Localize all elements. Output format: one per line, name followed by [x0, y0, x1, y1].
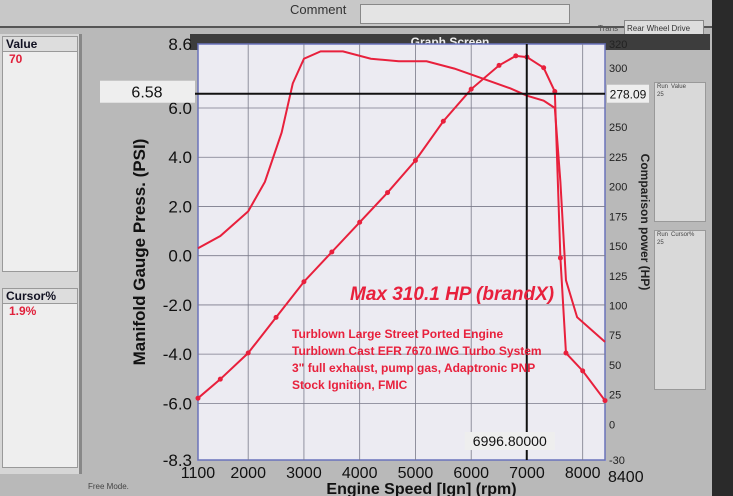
- data-point: [329, 249, 335, 255]
- x-tick-label: 1100: [181, 465, 216, 482]
- value-header[interactable]: Value: [3, 37, 77, 52]
- setup-note: 3" full exhaust, pump gas, Adaptronic PN…: [292, 361, 535, 375]
- y-tick-label: -2.0: [163, 296, 192, 315]
- value-box: Value 70: [2, 36, 78, 272]
- data-point: [217, 376, 223, 382]
- data-point: [412, 157, 418, 163]
- value-header: Value: [671, 84, 686, 90]
- data-point: [273, 314, 279, 320]
- mode-status: Free Mode.: [88, 482, 129, 491]
- y-tick-label: 4.0: [168, 148, 192, 167]
- y2-tick-label: 0: [609, 419, 615, 431]
- run-header: Run: [657, 84, 669, 90]
- y2-tick-label: -30: [609, 455, 625, 467]
- cursor-y2-readout: 278.09: [610, 88, 647, 102]
- top-toolbar: Comment: [0, 0, 712, 28]
- data-point: [468, 86, 474, 92]
- x-tick-label: 2000: [230, 465, 266, 482]
- x-tick-label: 8000: [565, 465, 601, 482]
- data-point: [496, 62, 502, 68]
- y-tick-label: -4.0: [163, 345, 192, 364]
- run-header: Run: [657, 232, 669, 238]
- y-tick-label: -6.0: [163, 394, 192, 413]
- dyno-screen: Comment Trans Rear Wheel Drive Graph Scr…: [0, 0, 712, 496]
- max-hp-annotation: Max 310.1 HP (brandX): [350, 284, 554, 305]
- y2-tick-label: 50: [609, 360, 621, 372]
- x-tick-label: 4000: [342, 465, 378, 482]
- data-point: [385, 190, 391, 196]
- series-line-2: [197, 54, 606, 402]
- x-tick-label: 5000: [398, 465, 434, 482]
- right-cursor-panel: Run Cursor% 25: [654, 230, 706, 390]
- plot-area: [197, 43, 606, 461]
- y2-tick-label: 75: [609, 330, 621, 342]
- y2-tick-label: 300: [609, 63, 627, 75]
- data-point: [602, 398, 608, 404]
- data-point: [563, 350, 569, 356]
- y2-tick-label: 125: [609, 271, 627, 283]
- y2-axis-label: Comparison power (HP): [638, 154, 652, 291]
- y-tick-label: 6.0: [168, 99, 192, 118]
- y-tick-label: 2.0: [168, 197, 192, 216]
- left-panel: Value 70 Cursor% 1.9%: [0, 34, 82, 474]
- comment-label: Comment: [290, 2, 347, 17]
- run-number: 25: [657, 92, 664, 98]
- y2-tick-label: 175: [609, 211, 627, 223]
- data-point: [440, 118, 446, 124]
- cursor-y-readout-box: [100, 80, 195, 103]
- x-axis-label: Engine Speed [Ign] (rpm): [326, 481, 516, 496]
- y2-tick-label: 150: [609, 241, 627, 253]
- right-value-panel: Run Value 25: [654, 82, 706, 222]
- data-point: [580, 368, 586, 374]
- data-point: [557, 255, 563, 261]
- cursor-readout: 1.9%: [9, 304, 37, 318]
- data-point: [357, 219, 363, 225]
- setup-note: Stock Ignition, FMIC: [292, 378, 408, 392]
- dyno-chart: 1100 2000 3000 4000 5000 6000 7000 8000 8400-8.3…: [100, 35, 652, 496]
- run-number: 25: [657, 240, 664, 246]
- y-axis-label: Manifold Gauge Press. (PSI): [130, 139, 149, 366]
- comment-field[interactable]: [360, 4, 570, 24]
- cursor-y2-readout-box: [607, 84, 649, 103]
- cursor-x-readout: 6996.80000: [473, 433, 547, 449]
- data-point: [541, 65, 547, 71]
- y-tick-label: -8.3: [163, 451, 192, 470]
- y2-tick-label: 100: [609, 300, 627, 312]
- y-tick-label: 8.6: [168, 35, 192, 54]
- data-point: [195, 395, 201, 401]
- y2-tick-label: 200: [609, 182, 627, 194]
- setup-note: Turblown Large Street Ported Engine: [292, 327, 503, 341]
- x-tick-label: 8400: [608, 469, 644, 486]
- y-tick-label: 0.0: [168, 247, 192, 266]
- data-point: [245, 350, 251, 356]
- y2-tick-label: 250: [609, 122, 627, 134]
- cursor-x-readout-box: [464, 432, 555, 450]
- cursor-box: Cursor% 1.9%: [2, 288, 78, 468]
- x-tick-label: 6000: [453, 465, 489, 482]
- y2-tick-label: 25: [609, 390, 621, 402]
- data-point: [301, 279, 307, 285]
- cursor-y-readout: 6.58: [131, 85, 162, 102]
- setup-note: Turblown Cast EFR 7670 IWG Turbo System: [292, 344, 542, 358]
- value-readout: 70: [9, 52, 23, 66]
- y2-tick-label: 320: [609, 39, 627, 51]
- x-tick-label: 7000: [509, 465, 545, 482]
- x-tick-label: 3000: [286, 465, 322, 482]
- cursor-header: Cursor%: [671, 232, 695, 238]
- y2-tick-label: 225: [609, 152, 627, 164]
- cursor-header[interactable]: Cursor%: [3, 289, 77, 304]
- trans-label: Trans: [598, 24, 619, 33]
- data-point: [513, 53, 519, 59]
